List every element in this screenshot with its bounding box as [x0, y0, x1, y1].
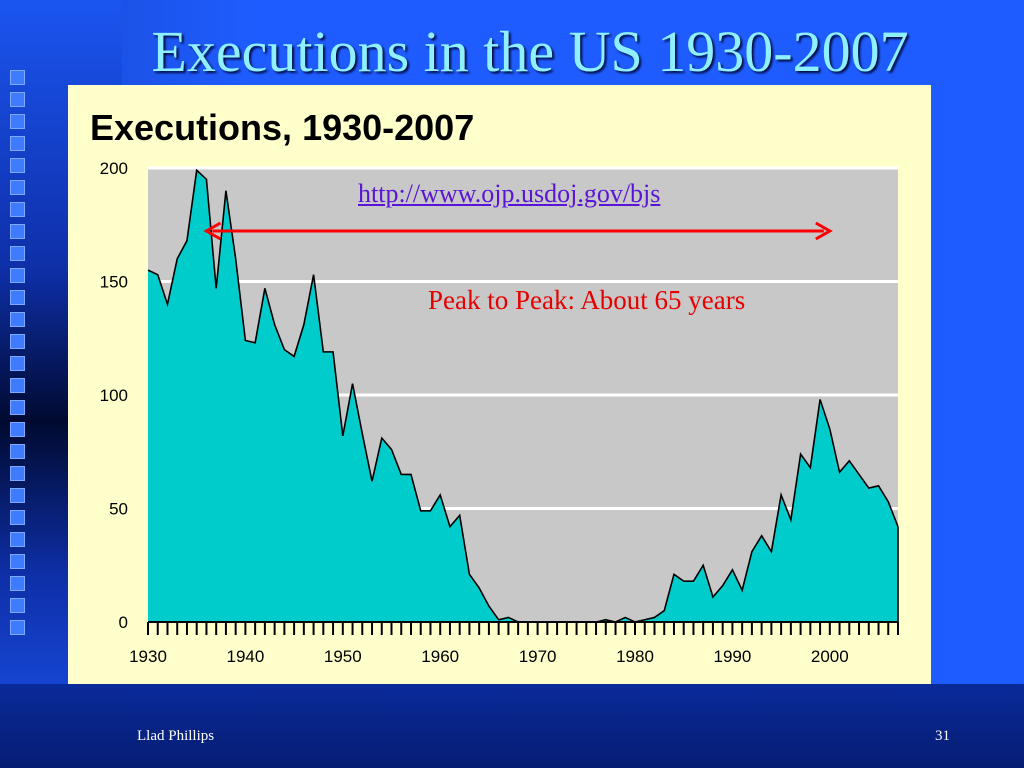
x-tick-label: 1960: [421, 647, 459, 666]
decorative-square: [10, 378, 25, 393]
y-tick-label: 200: [100, 159, 128, 178]
executions-area: [148, 170, 898, 622]
decorative-square: [10, 114, 25, 129]
decorative-square: [10, 312, 25, 327]
decorative-square: [10, 488, 25, 503]
decorative-square: [10, 400, 25, 415]
decorative-square: [10, 510, 25, 525]
x-tick-label: 1940: [226, 647, 264, 666]
y-tick-label: 150: [100, 273, 128, 292]
decorative-square: [10, 290, 25, 305]
decorative-square: [10, 180, 25, 195]
x-tick-label: 1970: [519, 647, 557, 666]
footer-page-number: 31: [935, 728, 950, 744]
y-tick-label: 0: [119, 613, 128, 632]
decorative-square: [10, 598, 25, 613]
decorative-square: [10, 422, 25, 437]
decorative-square: [10, 70, 25, 85]
x-tick-label: 1950: [324, 647, 362, 666]
footer-author: Llad Phillips: [137, 728, 215, 744]
decorative-square: [10, 136, 25, 151]
decorative-square: [10, 620, 25, 635]
source-link[interactable]: http://www.ojp.usdoj.gov/bjs: [358, 179, 661, 208]
x-tick-label: 2000: [811, 647, 849, 666]
y-tick-label: 100: [100, 386, 128, 405]
peak-arrow-left-head: [203, 221, 222, 241]
decorative-square: [10, 224, 25, 239]
x-tick-label: 1980: [616, 647, 654, 666]
decorative-square-column: [10, 70, 25, 635]
decorative-square: [10, 268, 25, 283]
executions-chart: 1930 1940 1950 1960 1970 1980 1990 2000 0 50 100 15…: [100, 159, 899, 666]
decorative-square: [10, 92, 25, 107]
y-tick-label: 50: [109, 500, 128, 519]
decorative-square: [10, 576, 25, 591]
decorative-square: [10, 334, 25, 349]
decorative-square: [10, 356, 25, 371]
chart-panel: 1930 1940 1950 1960 1970 1980 1990 2000 0 50 100 15…: [68, 85, 931, 684]
bottom-band: [0, 684, 1024, 768]
x-tick-label: 1990: [714, 647, 752, 666]
decorative-square: [10, 532, 25, 547]
decorative-square: [10, 246, 25, 261]
decorative-square: [10, 158, 25, 173]
decorative-square: [10, 554, 25, 569]
decorative-square: [10, 444, 25, 459]
decorative-square: [10, 466, 25, 481]
peak-to-peak-note: Peak to Peak: About 65 years: [428, 285, 746, 315]
decorative-square: [10, 202, 25, 217]
x-tick-label: 1930: [129, 647, 167, 666]
slide-title: Executions in the US 1930-2007: [151, 19, 909, 84]
chart-title: Executions, 1930-2007: [90, 107, 475, 148]
peak-arrow-right-head: [815, 221, 833, 241]
